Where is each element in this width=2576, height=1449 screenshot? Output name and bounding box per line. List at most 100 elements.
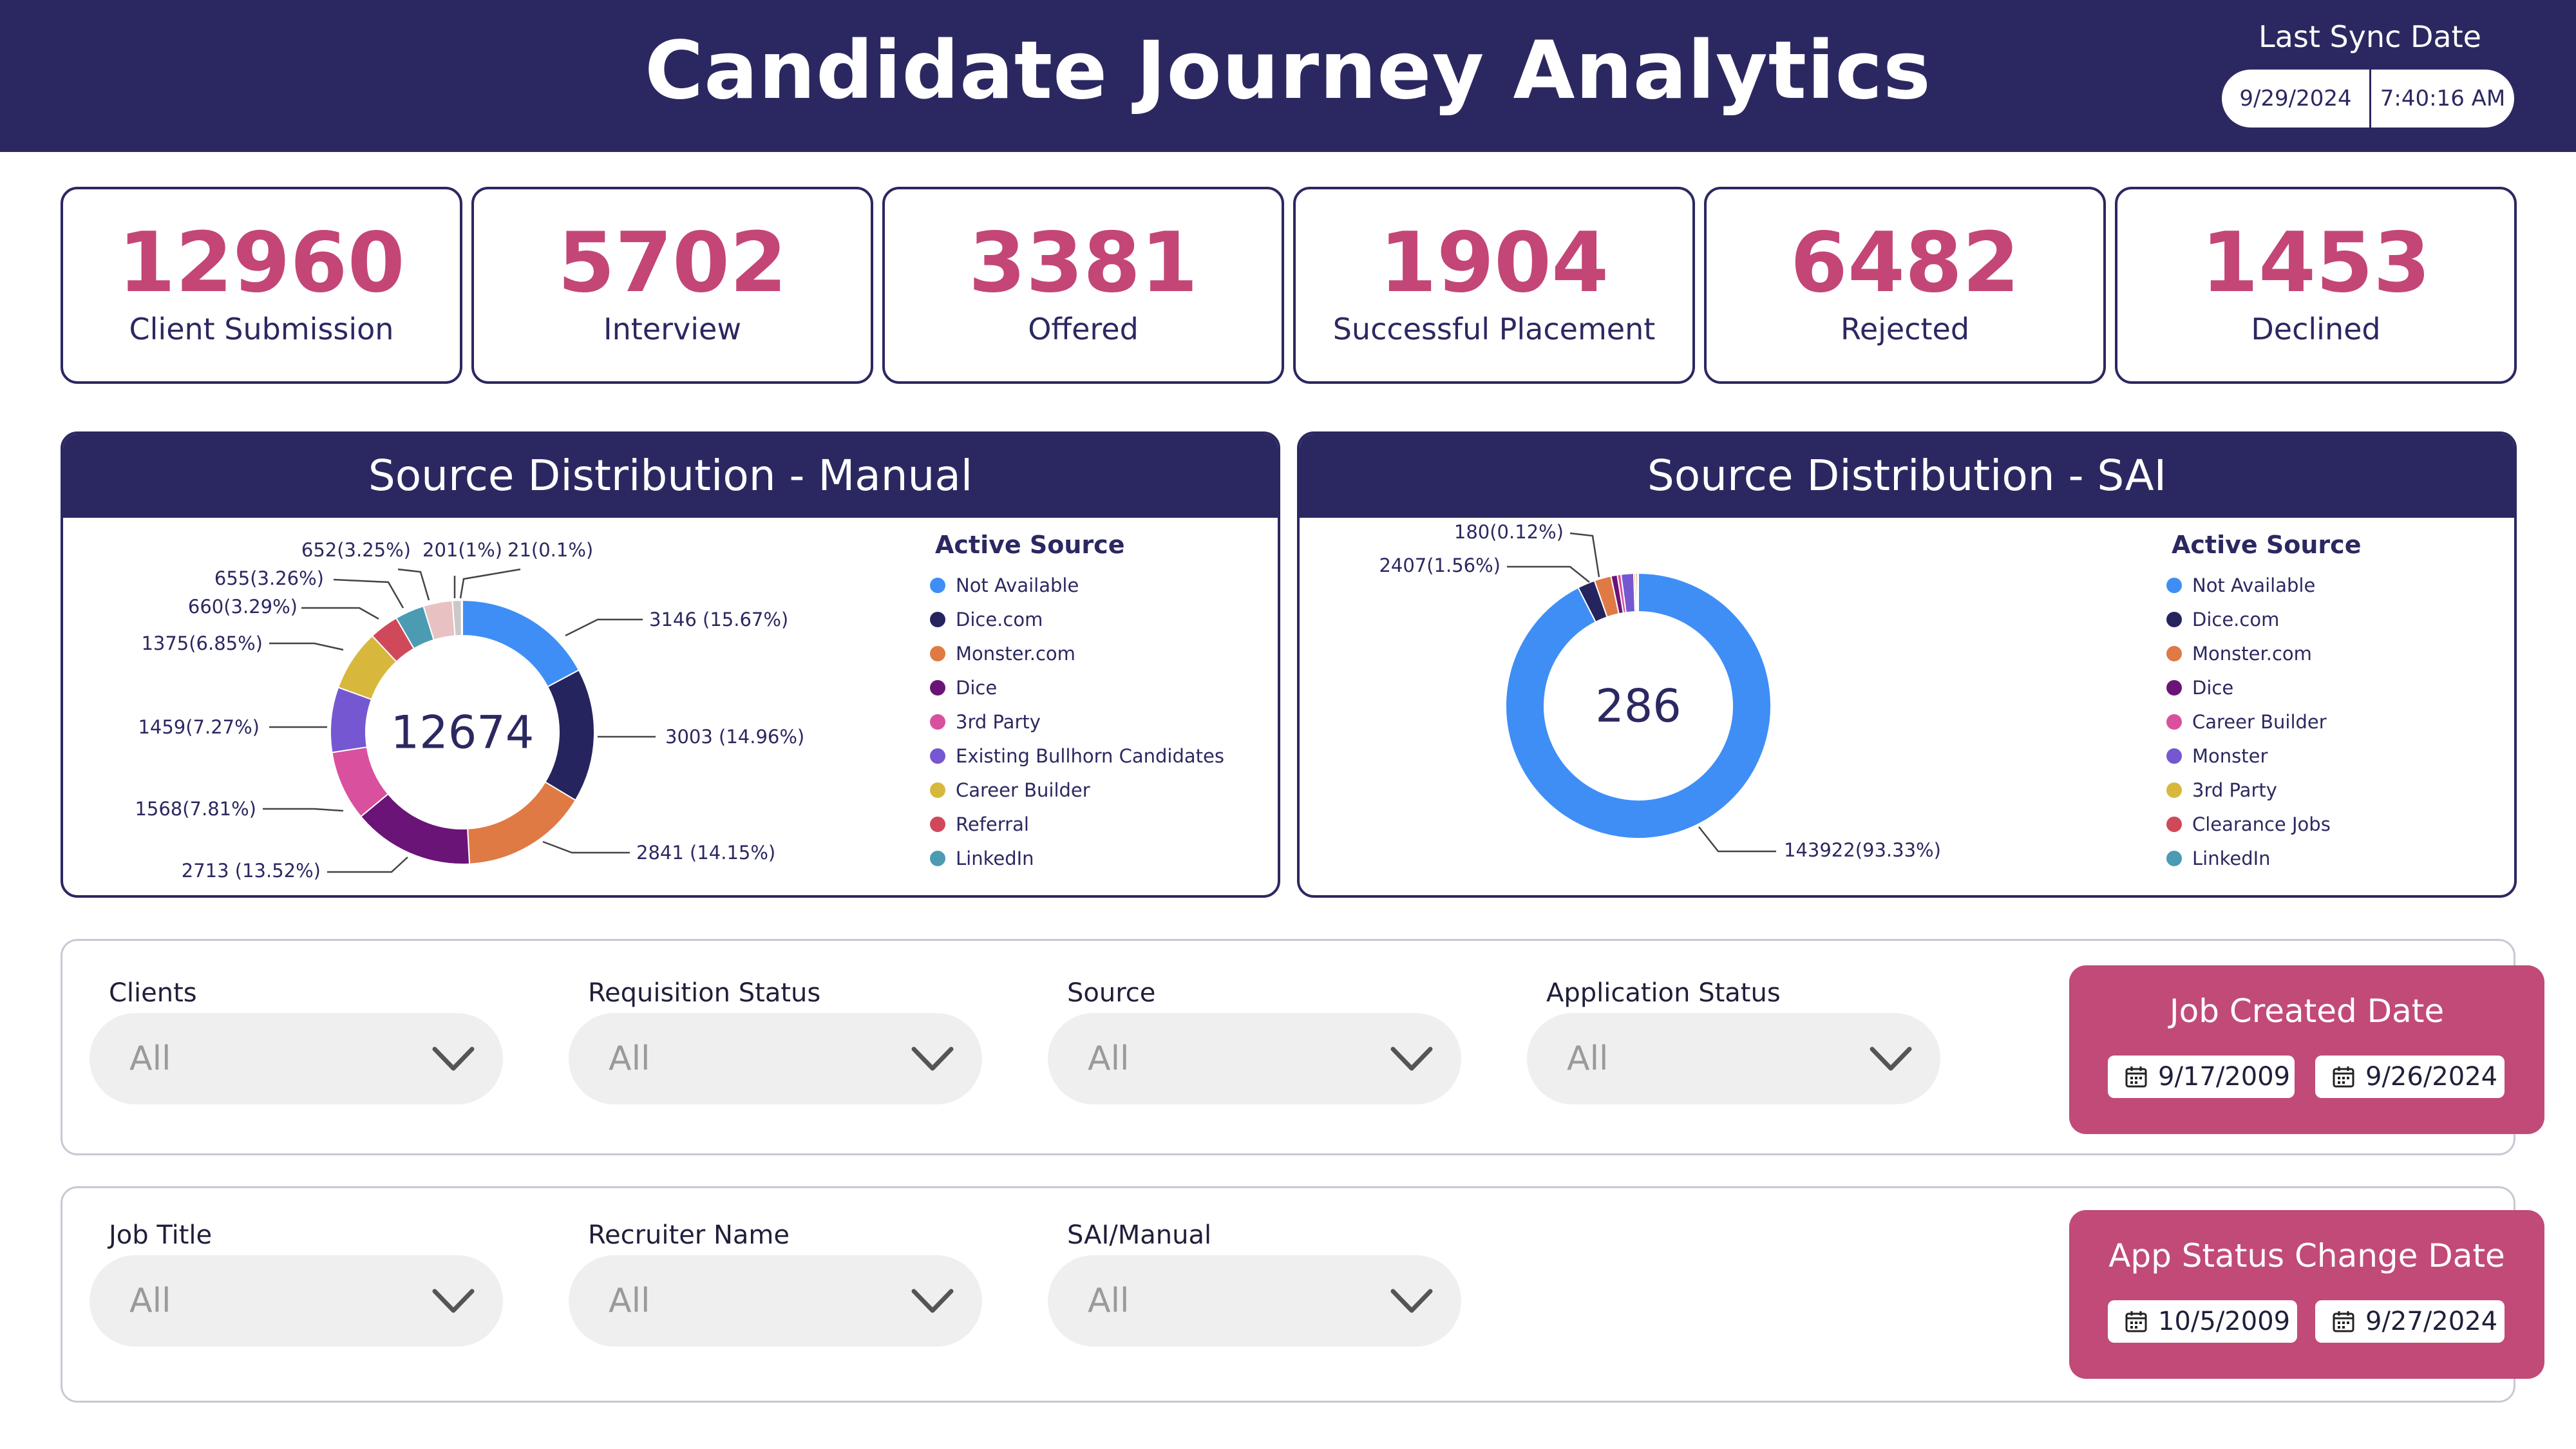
legend-item: Existing Bullhorn Candidates <box>930 739 1224 773</box>
kpi-rejected: 6482 Rejected <box>1704 187 2106 384</box>
sai-donut-chart: 286 143922(93.33%) 2407(1.56%) 180(0.12%) <box>1379 521 1941 861</box>
data-label: 180(0.12%) <box>1454 521 1564 543</box>
legend-dot <box>2166 816 2182 832</box>
dropdown-value: All <box>609 1282 650 1320</box>
source-label: Source <box>1067 978 1156 1008</box>
job-title-label: Job Title <box>109 1220 213 1250</box>
legend-label: Monster <box>2192 744 2268 767</box>
legend-dot <box>2166 611 2182 627</box>
calendar-icon <box>2333 1066 2354 1088</box>
kpi-label: Rejected <box>1840 312 1970 346</box>
label-leader-line <box>1507 565 1590 583</box>
filter-panel-row1: Clients All Requisition Status All Sourc… <box>61 939 2544 1155</box>
kpi-value: 5702 <box>557 215 788 311</box>
date-value: 9/26/2024 <box>2365 1062 2498 1092</box>
legend-dot <box>2166 645 2182 661</box>
legend-dot <box>2166 850 2182 866</box>
last-sync-label: Last Sync Date <box>2259 19 2481 54</box>
donut-slice[interactable] <box>467 781 577 865</box>
donut-slice[interactable] <box>462 599 580 688</box>
legend-item: Referral <box>930 807 1224 841</box>
job-created-end-date[interactable]: 9/26/2024 <box>2315 1056 2505 1098</box>
donut-center-total: 286 <box>1595 680 1681 733</box>
data-label: 2713 (13.52%) <box>182 860 321 882</box>
legend-label: Referral <box>956 813 1029 835</box>
legend-dot <box>930 714 945 730</box>
kpi-label: Interview <box>603 312 741 346</box>
job-created-start-date[interactable]: 9/17/2009 <box>2108 1056 2295 1098</box>
label-leader-line <box>397 568 430 601</box>
label-leader-line <box>565 618 643 637</box>
legend-item: LinkedIn <box>2166 841 2331 875</box>
legend-label: Monster.com <box>956 642 1075 665</box>
job-created-date-title: Job Created Date <box>2169 992 2445 1030</box>
legend-item: Dice <box>930 670 1224 705</box>
label-leader-line <box>301 607 379 620</box>
app-status-change-date-title: App Status Change Date <box>2108 1237 2505 1274</box>
application-status-label: Application Status <box>1546 978 1781 1008</box>
dropdown-value: All <box>129 1039 171 1078</box>
legend-label: Dice.com <box>2192 608 2280 630</box>
data-label: 1459(7.27%) <box>138 716 260 738</box>
donut-center-total: 12674 <box>391 706 535 759</box>
legend-dot <box>2166 577 2182 593</box>
legend-item: Dice.com <box>930 602 1224 636</box>
clients-dropdown[interactable]: All <box>90 1013 503 1104</box>
legend-label: Monster.com <box>2192 642 2312 665</box>
legend-label: LinkedIn <box>2192 847 2271 869</box>
donut-slice[interactable] <box>359 793 471 865</box>
kpi-value: 6482 <box>1790 215 2020 311</box>
kpi-label: Declined <box>2251 312 2381 346</box>
legend-item: Not Available <box>2166 568 2331 602</box>
legend-label: Dice <box>956 676 998 699</box>
data-label: 143922(93.33%) <box>1784 839 1941 861</box>
kpi-client-submission: 12960 Client Submission <box>61 187 462 384</box>
sai-manual-dropdown[interactable]: All <box>1048 1255 1461 1347</box>
legend-dot <box>930 577 945 593</box>
source-distribution-sai-panel: Source Distribution - SAI 286 143922(93.3… <box>1297 431 2517 898</box>
legend-item: Dice.com <box>2166 602 2331 636</box>
legend-item: Monster.com <box>2166 636 2331 670</box>
label-leader-line <box>459 568 521 599</box>
kpi-value: 3381 <box>968 215 1198 311</box>
job-title-dropdown[interactable]: All <box>90 1255 503 1347</box>
page-title: Candidate Journey Analytics <box>645 24 1931 117</box>
donut-slice[interactable] <box>1505 572 1772 839</box>
data-label: 1568(7.81%) <box>135 798 256 820</box>
chevron-down-icon <box>432 1046 475 1071</box>
last-sync-time: 7:40:16 AM <box>2380 86 2506 111</box>
legend-label: Career Builder <box>2192 710 2327 733</box>
date-value: 10/5/2009 <box>2158 1307 2291 1336</box>
legend-label: LinkedIn <box>956 847 1034 869</box>
legend-item: Not Available <box>930 568 1224 602</box>
data-label: 3003 (14.96%) <box>665 726 804 748</box>
kpi-interview: 5702 Interview <box>471 187 873 384</box>
legend-label: Not Available <box>956 574 1079 596</box>
legend-item: Clearance Jobs <box>2166 807 2331 841</box>
donut-slice[interactable] <box>544 669 595 801</box>
legend-dot <box>2166 714 2182 730</box>
recruiter-name-dropdown[interactable]: All <box>569 1255 982 1347</box>
dropdown-value: All <box>609 1039 650 1078</box>
manual-donut-chart: 12674 3146 (15.67%) 3003 (14.96%) 2841 (14.… <box>135 539 804 882</box>
data-label: 3146 (15.67%) <box>649 609 788 630</box>
legend-label: 3rd Party <box>956 710 1041 733</box>
kpi-declined: 1453 Declined <box>2115 187 2517 384</box>
source-dropdown[interactable]: All <box>1048 1013 1461 1104</box>
data-label: 201(1%) <box>422 539 502 561</box>
label-leader-line <box>263 808 344 812</box>
legend-label: Dice <box>2192 676 2234 699</box>
kpi-successful-placement: 1904 Successful Placement <box>1293 187 1695 384</box>
app-status-end-date[interactable]: 9/27/2024 <box>2315 1300 2505 1343</box>
application-status-dropdown[interactable]: All <box>1527 1013 1940 1104</box>
app-status-start-date[interactable]: 10/5/2009 <box>2108 1300 2297 1343</box>
dropdown-value: All <box>1088 1039 1130 1078</box>
legend-item: Career Builder <box>2166 705 2331 739</box>
legend-label: Existing Bullhorn Candidates <box>956 744 1224 767</box>
last-sync-date: 9/29/2024 <box>2222 70 2371 128</box>
requisition-status-label: Requisition Status <box>588 978 821 1008</box>
source-distribution-manual-panel: Source Distribution - Manual 12674 3146 (… <box>61 431 1280 898</box>
label-leader-line <box>333 578 404 609</box>
requisition-status-dropdown[interactable]: All <box>569 1013 982 1104</box>
legend-label: Clearance Jobs <box>2192 813 2331 835</box>
